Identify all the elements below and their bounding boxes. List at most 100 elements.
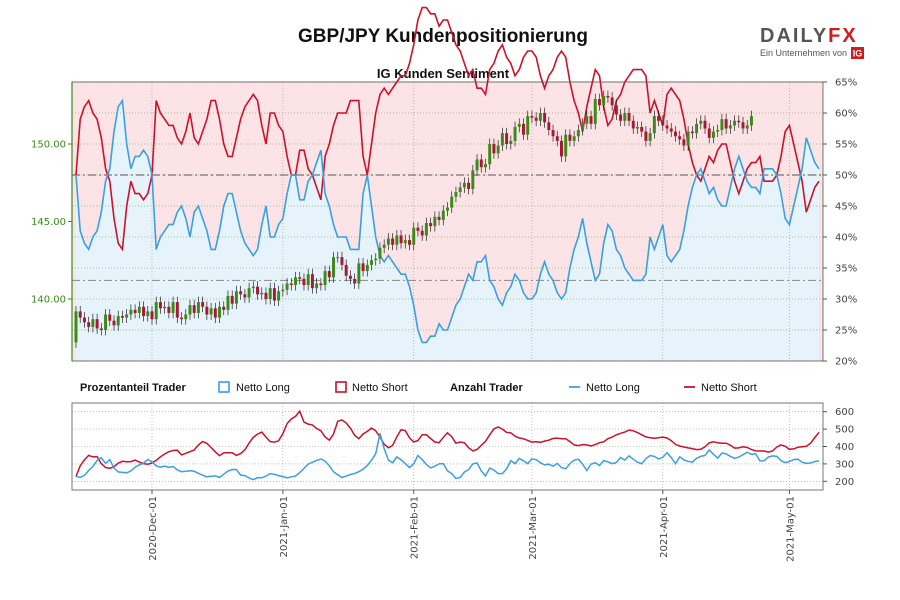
candle-body bbox=[484, 164, 487, 168]
candle-body bbox=[408, 240, 411, 245]
candle-body bbox=[167, 306, 171, 313]
date-tick-label: 2021-Jan-01 bbox=[279, 496, 290, 557]
candle-body bbox=[158, 302, 162, 309]
candle-body bbox=[226, 295, 230, 310]
candle-body bbox=[420, 230, 424, 236]
candle-body bbox=[458, 187, 462, 193]
price-tick-label: 140.00 bbox=[31, 295, 66, 306]
candle-body bbox=[175, 302, 179, 318]
date-tick-label: 2021-Apr-01 bbox=[659, 496, 670, 558]
candle-body bbox=[95, 319, 99, 329]
legend-count-long-label: Netto Long bbox=[586, 382, 640, 394]
candle-body bbox=[606, 95, 610, 98]
candle-body bbox=[669, 128, 673, 132]
ig-logo-box bbox=[851, 47, 864, 59]
candle-body bbox=[509, 140, 513, 144]
chart-title: GBP/JPY Kundenpositionierung bbox=[298, 26, 588, 47]
candle-body bbox=[437, 216, 441, 220]
candle-body bbox=[399, 235, 403, 244]
candle-body bbox=[724, 119, 728, 129]
candle-body bbox=[492, 144, 496, 154]
pct-net-short-line bbox=[75, 6, 820, 252]
candle-body bbox=[184, 314, 188, 320]
candle-body bbox=[657, 116, 661, 121]
candle-body bbox=[87, 322, 91, 327]
candle-body bbox=[230, 295, 234, 304]
candle-body bbox=[205, 306, 209, 315]
candle-body bbox=[733, 120, 737, 126]
svg-text:DAILYFX: DAILYFX bbox=[760, 25, 858, 47]
percent-tick-label: 55% bbox=[835, 140, 857, 151]
candle-body bbox=[631, 120, 635, 129]
candle-body bbox=[720, 119, 724, 131]
candle-body bbox=[441, 210, 445, 220]
date-tick-label: 2021-May-01 bbox=[785, 496, 796, 562]
percent-tick-label: 45% bbox=[835, 202, 857, 213]
candle-body bbox=[315, 283, 319, 289]
candle-body bbox=[234, 291, 238, 304]
candle-body bbox=[344, 264, 348, 276]
candle-body bbox=[82, 317, 86, 323]
candle-body bbox=[260, 292, 264, 295]
percent-axis: 20% 25% 30% 35% 40% 45% 50% 55% 60% 65% bbox=[823, 78, 857, 368]
candle-body bbox=[357, 263, 361, 284]
percent-tick-label: 25% bbox=[835, 326, 857, 337]
candle-body bbox=[163, 306, 167, 309]
candle-body bbox=[365, 264, 369, 272]
candle-body bbox=[370, 260, 373, 265]
candle-body bbox=[281, 289, 285, 292]
candle-body bbox=[635, 126, 639, 129]
candle-body bbox=[125, 314, 129, 318]
candle-body bbox=[741, 122, 745, 129]
candle-body bbox=[517, 123, 521, 127]
ig-logo-text: IG bbox=[853, 49, 863, 59]
candle-body bbox=[108, 314, 112, 321]
candle-body bbox=[678, 136, 682, 140]
candle-body bbox=[568, 134, 572, 141]
candle-body bbox=[728, 125, 732, 129]
candle-body bbox=[716, 130, 720, 132]
candle-body bbox=[551, 130, 555, 137]
date-tick-label: 2021-Mar-01 bbox=[528, 496, 539, 560]
candle-body bbox=[353, 278, 357, 284]
candle-body bbox=[133, 309, 137, 313]
candle-body bbox=[564, 134, 568, 157]
candle-body bbox=[530, 116, 534, 118]
candle-body bbox=[327, 271, 331, 278]
candle-body bbox=[213, 308, 217, 318]
candle-body bbox=[74, 311, 78, 343]
legend-count-short-label: Netto Short bbox=[701, 382, 757, 394]
candle-body bbox=[433, 216, 437, 227]
chart-subtitle: IG Kunden Sentiment bbox=[377, 66, 510, 81]
candle-body bbox=[488, 144, 492, 165]
candle-body bbox=[251, 286, 255, 289]
count-tick-label: 400 bbox=[835, 442, 854, 453]
candle-body bbox=[500, 133, 504, 146]
percent-tick-label: 60% bbox=[835, 109, 857, 120]
candle-body bbox=[538, 113, 542, 121]
candle-body bbox=[429, 223, 433, 227]
candle-body bbox=[382, 244, 386, 248]
candle-body bbox=[150, 311, 154, 320]
candle-body bbox=[239, 291, 243, 295]
candle-body bbox=[581, 123, 585, 131]
candle-body bbox=[593, 99, 597, 124]
candle-body bbox=[348, 275, 352, 279]
candle-body bbox=[513, 126, 517, 141]
candle-body bbox=[699, 120, 703, 124]
count-tick-label: 600 bbox=[835, 407, 854, 418]
candle-body bbox=[749, 116, 753, 126]
candle-body bbox=[116, 316, 120, 326]
brand-tagline: Ein Unternehmen von bbox=[760, 48, 847, 58]
date-axis: 2020-Dec-01 2021-Jan-01 2021-Feb-01 2021-Ma… bbox=[148, 490, 796, 562]
candle-body bbox=[695, 123, 699, 134]
percent-tick-label: 30% bbox=[835, 295, 857, 306]
reference-lines bbox=[72, 174, 823, 281]
percent-tick-label: 35% bbox=[835, 264, 857, 275]
brand-name-fx: FX bbox=[828, 25, 858, 47]
legend-title-count: Anzahl Trader bbox=[450, 382, 523, 394]
price-tick-label: 150.00 bbox=[31, 140, 66, 151]
candle-body bbox=[446, 207, 449, 211]
candle-body bbox=[471, 170, 475, 189]
candle-body bbox=[361, 263, 365, 272]
